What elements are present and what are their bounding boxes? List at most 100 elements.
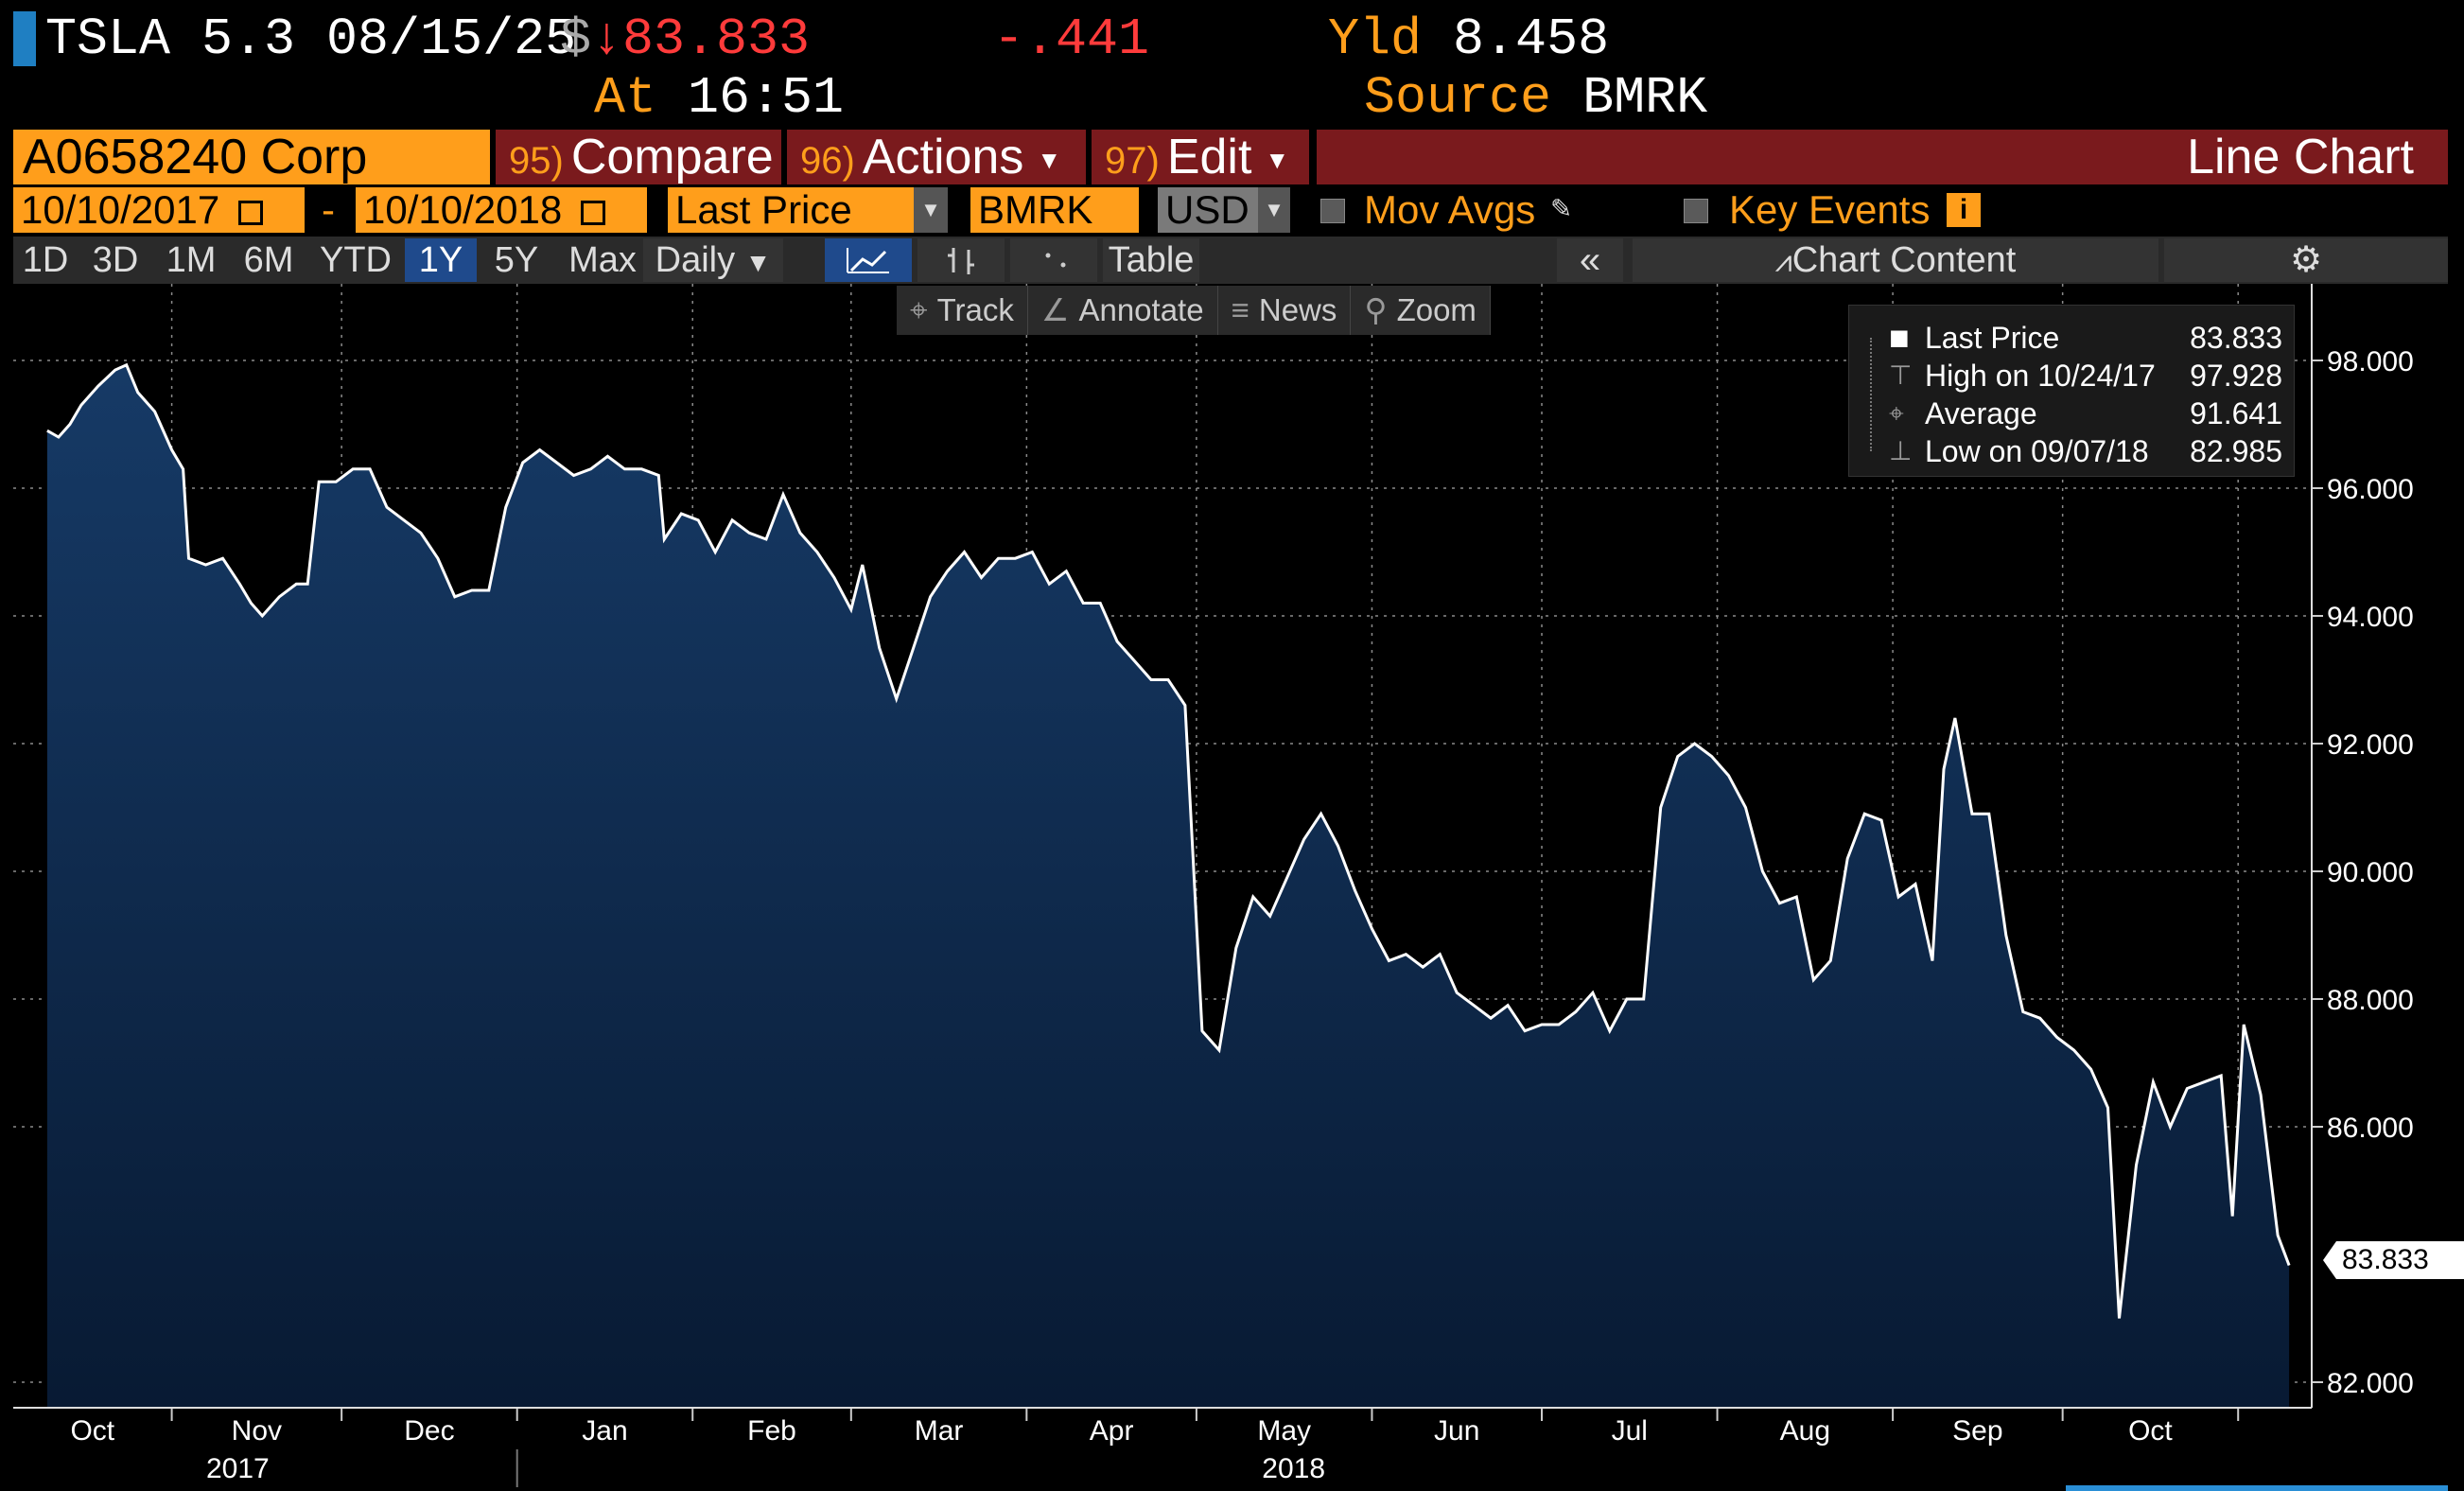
x-tick-label: Sep (1952, 1415, 2002, 1447)
news-icon: ≡ (1231, 292, 1249, 327)
legend-label: Average (1925, 396, 2037, 430)
actions-button[interactable]: 96) Actions ▼ (787, 130, 1086, 184)
white-square-icon: ■ (1889, 318, 1910, 357)
period-tab-ytd[interactable]: YTD (320, 240, 392, 280)
period-tab-1y[interactable]: 1Y (405, 238, 477, 282)
legend-row: ⊥ Low on 09/07/18 82.985 (1849, 432, 2294, 470)
chevron-down-icon: ▼ (1258, 187, 1290, 233)
y-tick-label: 98.000 (2327, 346, 2414, 377)
y-tick-label: 94.000 (2327, 602, 2414, 633)
end-date: 10/10/2018 (363, 187, 563, 232)
x-tick-label: Mar (915, 1415, 964, 1447)
period-tab-3d[interactable]: 3D (92, 240, 139, 280)
legend-box: ■ Last Price 83.833 ⊤ High on 10/24/17 97.928… (1848, 305, 2295, 477)
actions-number: 96) (800, 140, 855, 182)
chart-type-label: Line Chart (2187, 130, 2414, 184)
x-tick-label: Jan (582, 1415, 627, 1447)
x-tick-label: Jul (1612, 1415, 1648, 1447)
yield-value: 8.458 (1453, 9, 1610, 69)
period-tab-1m[interactable]: 1M (166, 240, 217, 280)
tool-annotate-button[interactable]: ∠ Annotate (1028, 286, 1218, 335)
down-arrow-icon: ↓ (591, 9, 623, 69)
y-tick-label: 88.000 (2327, 985, 2414, 1016)
legend-row: ⊤ High on 10/24/17 97.928 (1849, 357, 2294, 395)
edit-label: Edit (1166, 130, 1252, 184)
tool-news-button[interactable]: ≡ News (1218, 286, 1352, 335)
price-block: $↓83.833 (560, 13, 810, 65)
info-icon[interactable]: i (1947, 193, 1981, 227)
period-tab-5y[interactable]: 5Y (494, 240, 539, 280)
year-label: 2018 (1262, 1453, 1325, 1484)
gear-button[interactable]: ⚙ (2164, 238, 2448, 282)
chart-content-button[interactable]: ⩘Chart Content (1633, 238, 2158, 282)
mov-avgs-label[interactable]: Mov Avgs (1364, 187, 1536, 232)
year-label: 2017 (206, 1453, 270, 1484)
start-date: 10/10/2017 (21, 187, 220, 232)
x-tick-label: Oct (70, 1415, 114, 1447)
x-tick-label: Jun (1434, 1415, 1479, 1447)
at-label: At (594, 68, 657, 128)
bar-chart-type-button[interactable] (917, 238, 1005, 282)
compare-number: 95) (509, 140, 564, 182)
tool-zoom-button[interactable]: ⚲ Zoom (1351, 286, 1491, 335)
chevron-down-icon: ▼ (1037, 146, 1062, 175)
field-select[interactable]: Last Price ▼ (668, 187, 948, 233)
legend-value: 82.985 (2190, 434, 2282, 468)
tool-label: Track (936, 292, 1014, 327)
scroll-indicator[interactable] (2066, 1485, 2448, 1491)
compare-label: Compare (570, 130, 774, 184)
chart-axes (13, 284, 2313, 1409)
period-tab-1d[interactable]: 1D (22, 240, 69, 280)
line-chart-type-button[interactable] (825, 238, 912, 282)
currency-select[interactable]: USD ▼ (1158, 187, 1290, 233)
security-name: TSLA 5.3 08/15/25 (45, 9, 577, 69)
period-tab-6m[interactable]: 6M (243, 240, 294, 280)
price-chart[interactable]: 82.000 86.000 88.000 90.000 92.000 94.000 96.0… (0, 284, 2464, 1491)
field-value: Last Price (675, 187, 852, 232)
security-indicator (13, 11, 36, 66)
x-tick-label: Feb (747, 1415, 796, 1447)
chart-type-bar: Line Chart (1317, 130, 2448, 184)
scatter-chart-type-button[interactable] (1010, 238, 1097, 282)
chevron-down-icon: ▼ (1265, 146, 1290, 175)
net-change: -.441 (993, 9, 1150, 69)
pencil-icon[interactable]: ✎ (1551, 192, 1571, 228)
key-events-checkbox[interactable] (1684, 199, 1708, 223)
x-tick-label: Nov (232, 1415, 282, 1447)
chevron-down-icon: ▼ (744, 248, 772, 277)
y-tick-label: 82.000 (2327, 1368, 2414, 1399)
frequency-select[interactable]: Daily ▼ (643, 238, 783, 282)
legend-value: 83.833 (2190, 321, 2282, 355)
mov-avgs-checkbox[interactable] (1320, 199, 1345, 223)
y-tick-label: 96.000 (2327, 474, 2414, 505)
x-tick-label: Dec (404, 1415, 454, 1447)
chart-content-icon: ⩘ (1774, 244, 1792, 278)
price-area (46, 364, 2290, 1409)
edit-number: 97) (1105, 140, 1160, 182)
legend-label: High on 10/24/17 (1925, 359, 2156, 393)
dots-icon (1045, 253, 1066, 268)
period-tab-max[interactable]: Max (568, 240, 637, 280)
tool-track-button[interactable]: ⌖ Track (897, 286, 1028, 335)
edit-button[interactable]: 97) Edit ▼ (1092, 130, 1309, 184)
end-date-input[interactable]: 10/10/2018 (356, 187, 647, 233)
calendar-icon[interactable] (580, 200, 605, 225)
last-value-tag-bg (2323, 1241, 2464, 1279)
compare-button[interactable]: 95) Compare (496, 130, 781, 184)
collapse-panel-button[interactable]: « (1557, 238, 1623, 282)
zoom-icon: ⚲ (1364, 292, 1388, 327)
y-tick-label: 90.000 (2327, 857, 2414, 888)
low-marker-icon: ⊥ (1889, 436, 1913, 465)
start-date-input[interactable]: 10/10/2017 (13, 187, 305, 233)
table-button[interactable]: Table (1103, 238, 1199, 282)
calendar-icon[interactable] (237, 200, 263, 225)
currency-symbol: $ (560, 9, 592, 69)
crosshair-icon: ⌖ (910, 292, 928, 327)
key-events-label[interactable]: Key Events (1729, 187, 1931, 232)
frequency-value: Daily (655, 240, 736, 280)
chart-tools: ⌖ Track ∠ Annotate ≡ News ⚲ Zoom (897, 286, 1491, 335)
source-select[interactable]: BMRK (970, 187, 1139, 233)
double-chevron-left-icon: « (1579, 239, 1601, 281)
currency-value: USD (1165, 187, 1249, 232)
ticker-input[interactable]: A0658240 Corp (13, 130, 490, 184)
